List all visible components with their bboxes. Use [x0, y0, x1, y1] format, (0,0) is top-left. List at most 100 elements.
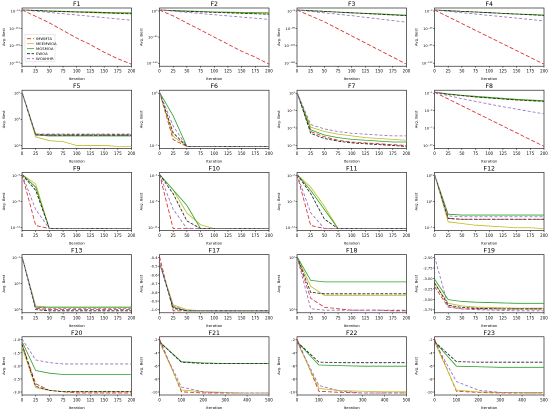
chart-panel-f3: F3 Iteration Avg. Best 0 25 50 75 100 125 150 175 2… [276, 1, 411, 81]
y-tick-label: 10⁻³ [287, 126, 295, 130]
x-tick-label: 75 [198, 151, 204, 156]
series-line-woahhr [434, 91, 545, 115]
x-tick-label: 125 [224, 69, 232, 74]
x-tick-label: 125 [362, 151, 370, 156]
chart-title: F17 [209, 248, 220, 255]
x-tick-label: 0 [433, 315, 436, 320]
series-line-ewoa [21, 343, 132, 393]
y-tick-label: -3.00 [423, 277, 433, 281]
plot-area [21, 89, 132, 149]
x-tick-label: 75 [198, 233, 204, 238]
x-axis-label: Iteration [206, 241, 223, 246]
series-line-imwmta [21, 343, 132, 394]
y-axis-label: Avg. Best [139, 192, 144, 210]
y-tick-label: 10⁻¹⁵⁰ [147, 62, 158, 66]
x-tick-label: 50 [47, 233, 53, 238]
series-line-imwmta [296, 174, 407, 230]
y-tick-label: 10¹ [289, 92, 296, 96]
x-tick-label: 0 [21, 233, 24, 238]
x-tick-label: 200 [403, 233, 411, 238]
legend-label: MGSMOA [36, 46, 54, 51]
x-tick-label: 200 [474, 398, 482, 403]
x-tick-label: 0 [433, 69, 436, 74]
chart-title: F2 [211, 1, 219, 8]
x-tick-label: 150 [375, 233, 383, 238]
x-tick-label: 200 [337, 398, 345, 403]
y-tick-label: -8 [429, 377, 433, 381]
x-tick-label: 0 [21, 151, 24, 156]
chart-panel-f4: F4 Iteration Avg. Best 0 25 50 75 100 125 150 175 2… [414, 1, 549, 81]
y-axis-label: Avg. Best [414, 110, 419, 128]
y-tick-label: -2 [154, 338, 158, 342]
series-line-meemwoa [21, 92, 132, 147]
x-tick-label: 0 [296, 233, 299, 238]
x-tick-label: 100 [348, 69, 356, 74]
y-tick-label: -0.8 [150, 291, 158, 295]
y-tick-label: 10⁻¹ [287, 109, 295, 113]
x-tick-label: 75 [336, 315, 342, 320]
x-tick-label: 150 [100, 315, 108, 320]
y-tick-label: -2.5 [13, 377, 20, 381]
series-line-mgsmoa [296, 341, 407, 367]
x-tick-label: 175 [526, 233, 534, 238]
legend-label: MEEMWOA [36, 41, 57, 46]
x-tick-label: 0 [296, 398, 299, 403]
x-axis-label: Iteration [69, 158, 86, 163]
series-line-woahhr [434, 174, 544, 218]
y-tick-label: 10¹ [14, 144, 21, 148]
x-tick-label: 100 [210, 69, 218, 74]
x-tick-label: 200 [265, 315, 273, 320]
y-tick-label: -3.0 [13, 390, 21, 394]
chart-title: F11 [346, 165, 357, 172]
y-axis-label: Avg. Best [139, 110, 144, 128]
series-line-meemwoa [434, 282, 544, 309]
x-tick-label: 50 [322, 315, 328, 320]
x-tick-label: 100 [315, 398, 323, 403]
x-tick-label: 125 [362, 233, 370, 238]
x-tick-label: 100 [210, 233, 218, 238]
x-tick-label: 125 [224, 233, 232, 238]
plot-area [434, 336, 545, 396]
x-tick-label: 0 [433, 398, 436, 403]
x-tick-label: 0 [158, 398, 161, 403]
x-tick-label: 25 [33, 315, 39, 320]
y-tick-label: -3.50 [423, 298, 433, 302]
x-tick-label: 25 [171, 315, 177, 320]
x-tick-label: 125 [499, 69, 507, 74]
x-tick-label: 500 [265, 398, 273, 403]
y-tick-label: 10⁻¹¹¹ [9, 27, 20, 31]
y-tick-label: -0.6 [150, 273, 158, 277]
series-line-ewoa [159, 341, 269, 364]
chart-panel-f11: F11 Iteration Avg. Best 0 25 50 75 100 125 150 175… [276, 165, 411, 245]
y-tick-label: 10² [289, 256, 296, 260]
legend-label: EWOA [36, 51, 48, 56]
y-tick-label: 10⁻¹ [425, 226, 433, 230]
x-tick-label: 50 [47, 398, 53, 403]
y-axis-label: Avg. Best [1, 274, 6, 292]
chart-title: F23 [484, 330, 495, 337]
series-line-ewoa [434, 91, 545, 102]
x-tick-label: 25 [446, 233, 452, 238]
x-tick-label: 25 [446, 69, 452, 74]
x-tick-label: 75 [61, 233, 67, 238]
x-axis-label: Iteration [481, 158, 498, 163]
x-tick-label: 0 [158, 315, 161, 320]
y-axis-label: Avg. Best [1, 356, 6, 374]
series-line-ewoa [296, 256, 407, 295]
y-tick-label: -2.0 [13, 364, 21, 368]
series-line-woahhr [296, 9, 407, 23]
series-line-meemwoa [434, 174, 545, 229]
series-line-imwmta [159, 9, 270, 65]
x-tick-label: 25 [33, 151, 39, 156]
x-tick-label: 0 [433, 233, 436, 238]
x-tick-label: 100 [348, 233, 356, 238]
series-line-ewoa [21, 256, 132, 312]
y-axis-label: Avg. Best [139, 274, 144, 292]
y-axis-label: Avg. Best [139, 356, 144, 374]
x-tick-label: 175 [526, 315, 534, 320]
series-line-woahhr [21, 338, 132, 365]
x-tick-label: 200 [128, 233, 136, 238]
series-line-mgsmoa [434, 341, 544, 368]
plot-area [296, 89, 407, 149]
chart-title: F10 [209, 165, 220, 172]
